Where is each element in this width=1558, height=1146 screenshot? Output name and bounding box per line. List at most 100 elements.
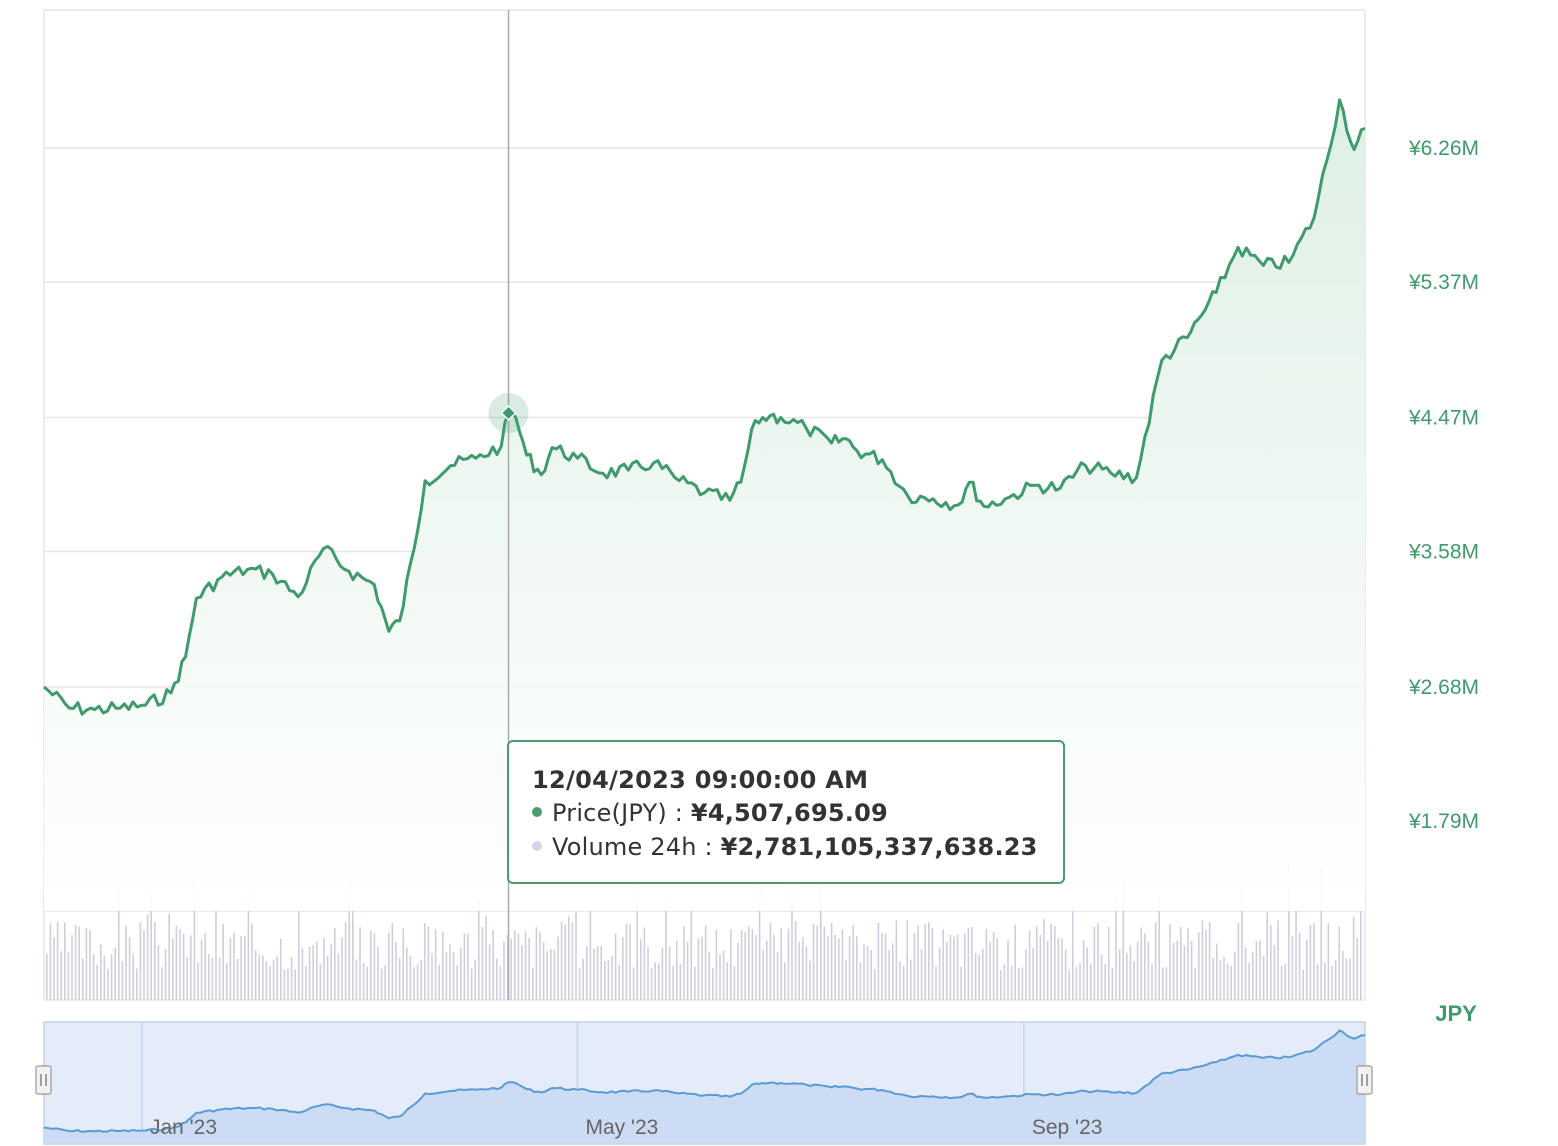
volume-bar: [661, 947, 664, 1000]
volume-bar: [802, 937, 804, 1000]
volume-bar: [1003, 964, 1006, 1000]
volume-bar: [607, 960, 610, 1000]
volume-bar: [182, 933, 185, 1000]
volume-bar: [697, 938, 700, 1000]
volume-bar: [305, 966, 307, 1000]
volume-bar: [820, 863, 822, 1000]
volume-bar: [175, 925, 178, 1000]
y-tick-label: ¥5.37M: [1408, 271, 1479, 294]
volume-bar: [380, 968, 383, 1000]
volume-bar: [881, 932, 883, 1000]
volume-bar: [560, 921, 563, 1000]
y-tick-label: ¥1.79M: [1408, 810, 1479, 833]
volume-bar: [643, 927, 646, 1000]
volume-bar: [942, 929, 944, 1000]
volume-bar: [1151, 964, 1153, 1000]
volume-bar: [1090, 964, 1092, 1000]
volume-bar: [1273, 944, 1276, 1000]
volume-bar: [924, 924, 926, 1000]
volume-bar: [701, 936, 703, 1000]
volume-bar: [503, 941, 505, 1000]
volume-bar: [589, 910, 592, 1000]
volume-bar: [812, 923, 815, 1000]
volume-bar: [481, 926, 484, 1000]
volume-bar: [1129, 946, 1132, 1000]
volume-bar: [1244, 947, 1247, 1000]
volume-bar: [510, 938, 512, 1000]
navigator-right-handle[interactable]: [1356, 1065, 1373, 1095]
volume-bar: [442, 932, 444, 1000]
volume-bar: [679, 964, 682, 1000]
volume-bar: [1000, 969, 1002, 1000]
volume-bar: [308, 946, 311, 1000]
price-line[interactable]: [43, 98, 1366, 716]
volume-bar: [413, 967, 415, 1000]
volume-bar: [388, 932, 390, 1000]
tooltip-price-value: ¥4,507,695.09: [690, 799, 888, 827]
volume-bar: [985, 928, 988, 1000]
volume-bar: [150, 892, 152, 1000]
volume-bar: [791, 881, 793, 1000]
volume-bar: [852, 925, 854, 1000]
volume-bar: [1270, 924, 1272, 1000]
volume-bar: [737, 942, 739, 1000]
volume-bar: [672, 965, 674, 1000]
volume-bar: [1115, 896, 1117, 1000]
volume-bar: [708, 951, 710, 1000]
volume-bar: [157, 945, 160, 1000]
volume-bar: [1223, 957, 1225, 1000]
volume-bar: [143, 929, 145, 1000]
volume-bar: [283, 969, 286, 1000]
volume-bar: [85, 928, 88, 1000]
volume-bar: [395, 942, 397, 1000]
volume-bar: [431, 953, 433, 1000]
volume-bar: [1331, 965, 1333, 1000]
volume-bar: [1147, 941, 1150, 1000]
volume-bar: [506, 934, 509, 1000]
navigator-area: [44, 1030, 1365, 1143]
volume-bar: [301, 948, 304, 1000]
volume-bar: [456, 964, 458, 1000]
volume-bar: [107, 968, 109, 1000]
volume-bar: [298, 907, 300, 1000]
volume-bar: [859, 962, 862, 1000]
volume-bar: [553, 949, 556, 1000]
volume-bar: [978, 955, 980, 1000]
navigator-left-handle[interactable]: [35, 1065, 52, 1095]
volume-bar: [114, 947, 116, 1000]
volume-bar: [1007, 940, 1009, 1000]
volume-bar: [1010, 966, 1013, 1000]
volume-bar: [719, 954, 721, 1000]
volume-bar: [823, 926, 826, 1000]
y-tick-label: ¥6.26M: [1408, 137, 1479, 160]
volume-bar: [838, 938, 840, 1000]
volume-bar: [748, 926, 750, 1000]
volume-bar: [452, 951, 455, 1000]
volume-bar: [96, 964, 98, 1000]
volume-bar: [1104, 963, 1106, 1000]
volume-bar: [614, 933, 617, 1000]
volume-bar: [1208, 922, 1211, 1000]
volume-bar: [287, 968, 289, 1000]
volume-bar: [809, 960, 811, 1000]
volume-bar: [110, 954, 113, 1000]
volume-bar: [74, 925, 77, 1000]
volume-bar: [683, 926, 685, 1000]
volume-bar: [744, 932, 746, 1000]
volume-bar: [236, 958, 239, 1000]
volume-bar: [1018, 967, 1020, 1000]
volume-bar: [53, 937, 55, 1000]
volume-bar: [416, 964, 419, 1000]
volume-bar: [834, 934, 836, 1000]
volume-bar: [1097, 923, 1099, 1000]
volume-bar: [722, 950, 725, 1000]
volume-bar: [258, 954, 260, 1000]
volume-bar: [974, 953, 977, 1000]
volume-bar: [982, 948, 984, 1000]
volume-bar: [172, 938, 174, 1000]
volume-bar: [1216, 943, 1218, 1000]
navigator-tick-label: Jan '23: [150, 1116, 217, 1139]
volume-bar: [1165, 967, 1168, 1000]
volume-bar: [344, 922, 347, 1000]
